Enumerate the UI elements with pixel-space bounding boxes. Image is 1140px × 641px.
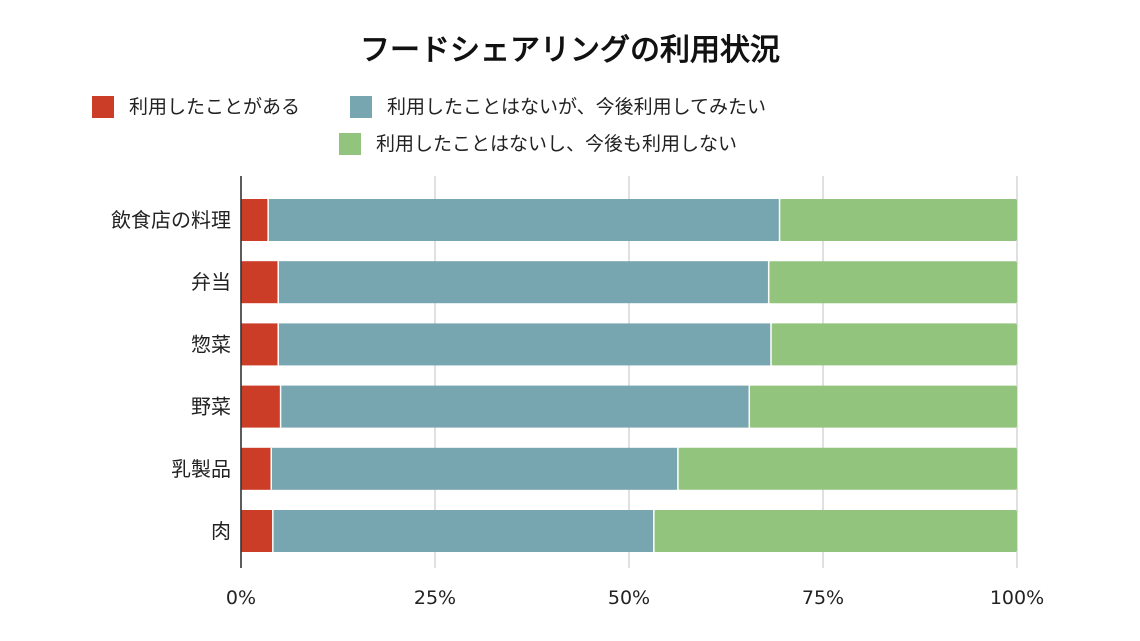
bar-segment (271, 447, 678, 490)
bar-segment (268, 199, 780, 241)
chart-title: フードシェアリングの利用状況 (360, 33, 780, 68)
bar-segment (771, 323, 1017, 366)
tick-label: 75% (802, 587, 844, 609)
bar-segment (280, 385, 750, 428)
legend-label: 利用したことがある (129, 96, 300, 118)
legend-swatch (339, 133, 361, 155)
bar-segment (241, 199, 269, 241)
category-label: 惣菜 (191, 332, 231, 356)
bar-segment (272, 510, 654, 552)
bars (241, 199, 1017, 552)
bar-segment (241, 261, 279, 304)
category-label: 肉 (211, 519, 231, 543)
bar-segment (241, 323, 279, 366)
bar-segment (241, 385, 281, 428)
legend-swatch (350, 96, 372, 118)
category-label: 弁当 (191, 270, 231, 294)
tick-label: 25% (414, 587, 456, 609)
tick-label: 100% (990, 587, 1044, 609)
legend-swatch (92, 96, 114, 118)
category-label: 乳製品 (171, 457, 231, 481)
bar-segment (241, 510, 273, 552)
bar-segment (653, 510, 1017, 552)
tick-label: 0% (226, 587, 256, 609)
value-axis: 0% 25% 50% 75% 100% (226, 587, 1044, 609)
bar-segment (779, 199, 1017, 241)
category-label: 野菜 (191, 395, 231, 419)
gridlines (434, 176, 1018, 568)
legend-label: 利用したことはないし、今後も利用しない (376, 133, 737, 155)
tick-label: 50% (608, 587, 650, 609)
bar-segment (278, 261, 769, 304)
category-label: 飲食店の料理 (111, 208, 231, 232)
legend-label: 利用したことはないが、今後利用してみたい (387, 96, 766, 118)
bar-segment (677, 447, 1017, 490)
bar-segment (768, 261, 1017, 304)
bar-segment (749, 385, 1017, 428)
bar-segment (278, 323, 772, 366)
legend: 利用したことがある 利用したことはないが、今後利用してみたい利用したことはないし、… (92, 96, 766, 155)
bar-segment (241, 447, 272, 490)
